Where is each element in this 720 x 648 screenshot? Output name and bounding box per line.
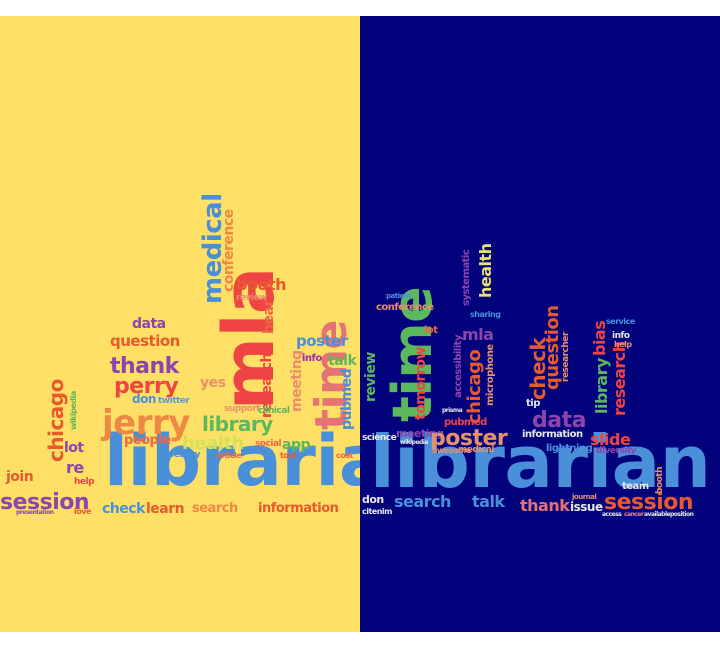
right-word-service: service xyxy=(606,317,635,326)
right-word-info: info xyxy=(612,331,630,341)
right-word-information: information xyxy=(522,429,583,440)
left-word-info: info xyxy=(302,353,322,364)
right-word-talk: talk xyxy=(472,492,505,511)
right-word-booth: booth xyxy=(655,466,665,494)
right-word-search: search xyxy=(394,492,451,511)
right-word-access: access xyxy=(602,511,622,518)
right-word-lot: lot xyxy=(424,325,438,336)
right-word-tip: tip xyxy=(526,398,540,409)
right-word-meeting: meeting xyxy=(396,427,444,440)
left-word-learn: learn xyxy=(146,501,185,517)
left-word-don: don xyxy=(132,392,156,406)
right-word-accessibility: accessibility xyxy=(453,335,464,398)
right-word-position: position xyxy=(670,511,694,518)
right-word-mla: mla xyxy=(462,325,494,344)
right-word-medical: medical xyxy=(458,445,495,455)
left-word-re: re xyxy=(66,458,84,477)
left-word-wikipedia: wikipedia xyxy=(69,391,78,430)
right-word-thank: thank xyxy=(520,496,570,515)
right-word-cancer: cancer xyxy=(624,511,644,518)
right-word-don: don xyxy=(362,493,384,506)
right-word-conference: conference xyxy=(376,302,434,313)
left-word-thank: thank xyxy=(110,354,179,379)
left-word-app: app xyxy=(282,437,311,453)
right-word-microphone: microphone xyxy=(485,344,496,406)
right-word-sharing: sharing xyxy=(470,310,501,319)
left-word-perry: perry xyxy=(114,374,179,399)
left-word-talk: talk xyxy=(328,353,357,369)
left-word-help: help xyxy=(74,477,95,487)
right-word-prisma: prisma xyxy=(442,407,463,414)
right-word-awesome: awesome xyxy=(432,446,471,455)
right-word-health: health xyxy=(476,243,495,298)
wordcloud-yellow-panel: librarianmlamedicalconferenceboothreview… xyxy=(0,16,360,632)
right-word-slide: slide xyxy=(590,430,631,449)
right-word-librarian: librarian xyxy=(370,420,711,504)
left-word-health: health xyxy=(182,433,244,454)
left-word-support: support xyxy=(224,404,261,414)
left-word-yes: yes xyxy=(200,375,226,391)
right-word-question: question xyxy=(542,305,563,390)
left-word-jerry: jerry xyxy=(102,403,190,443)
wordcloud-navy-panel: librarian time health systematic sharing conf… xyxy=(360,16,720,632)
left-word-article: article xyxy=(216,451,242,460)
right-word-wikipedia: wikipedia xyxy=(400,439,428,446)
right-word-issue: issue xyxy=(570,500,603,514)
left-word-search: search xyxy=(192,501,238,516)
left-word-twitter: twitter xyxy=(158,396,190,406)
left-word-love: love xyxy=(74,507,91,516)
right-word-team: team xyxy=(622,481,649,492)
left-word-booth: booth xyxy=(236,275,286,294)
left-word-presentation: presentation xyxy=(16,509,54,516)
left-word-information: information xyxy=(258,501,339,516)
right-word-pubmed: pubmed xyxy=(444,417,487,428)
left-word-library: library xyxy=(202,412,273,436)
left-word-hear: hear xyxy=(261,300,277,334)
right-word-research: research xyxy=(610,341,629,416)
right-word-help: help xyxy=(614,340,632,349)
right-word-lightning: lightning xyxy=(546,443,593,454)
left-word-social: social xyxy=(255,439,282,449)
left-word-data: data xyxy=(132,316,166,332)
right-word-tomorrow: tomorrow xyxy=(413,347,429,420)
right-word-patient: patient xyxy=(386,292,412,300)
left-word-poster: poster xyxy=(296,332,348,350)
right-word-systematic: systematic xyxy=(461,249,472,306)
left-word-librarian: librarian xyxy=(104,420,360,502)
left-word-cost: cost xyxy=(336,451,353,460)
right-word-science: science xyxy=(362,433,397,443)
left-word-conference: conference xyxy=(221,209,237,292)
right-word-session: session xyxy=(604,490,694,515)
right-word-review: review xyxy=(363,352,379,402)
right-word-researcher: researcher xyxy=(561,332,571,382)
left-word-pubmed: pubmed xyxy=(339,368,355,430)
left-word-join: join xyxy=(6,469,34,485)
left-word-clinical: clinical xyxy=(258,406,290,416)
left-word-tool: tool xyxy=(280,451,296,460)
left-word-review: review xyxy=(236,293,267,303)
right-word-citenim: citenim xyxy=(362,507,393,516)
left-word-session: session xyxy=(0,490,90,515)
left-word-check: check xyxy=(102,501,145,517)
right-word-chicago: chicago xyxy=(464,349,485,424)
left-word-question: question xyxy=(110,332,180,350)
right-word-data: data xyxy=(532,408,586,433)
left-word-diversity: diversity xyxy=(160,450,201,460)
left-word-lot: lot xyxy=(64,440,84,456)
right-word-available: available xyxy=(644,511,671,518)
right-word-library: library xyxy=(592,358,611,414)
right-word-diversity: diversity xyxy=(596,446,637,456)
left-word-people: people xyxy=(124,433,171,448)
right-word-journal: journal xyxy=(572,493,597,501)
right-word-bias: bias xyxy=(590,320,609,356)
right-word-poster: poster xyxy=(430,426,508,451)
left-word-chicago: chicago xyxy=(44,379,68,462)
